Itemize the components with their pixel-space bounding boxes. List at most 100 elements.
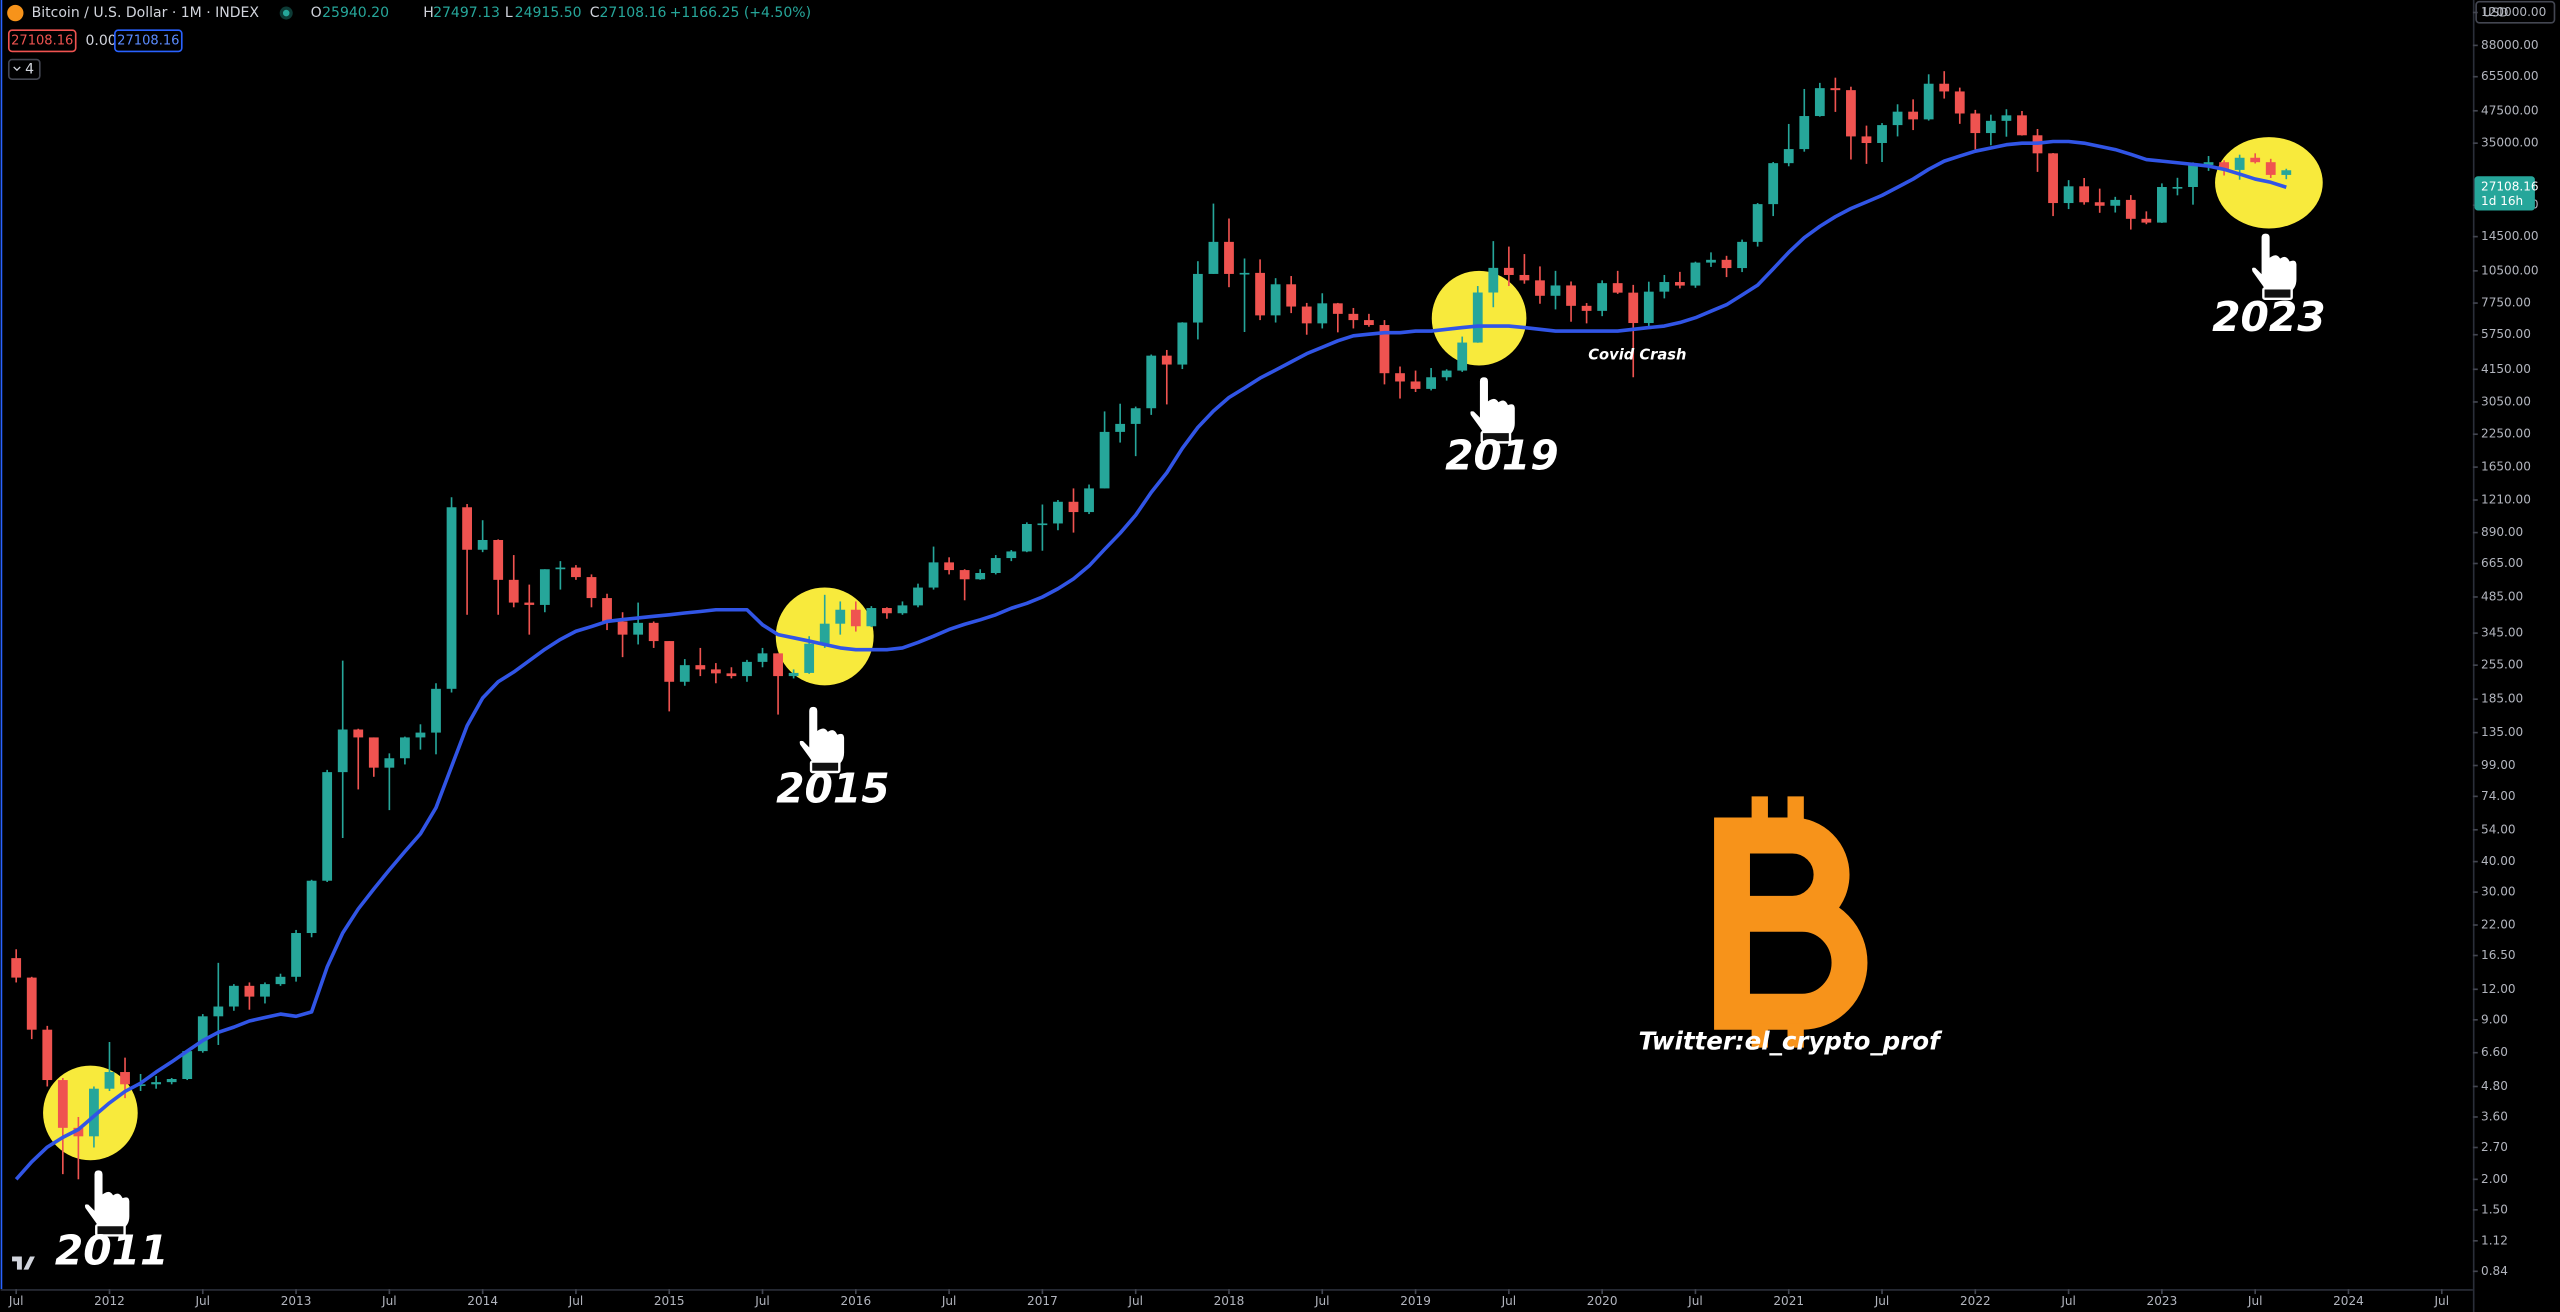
candle-body [1877,125,1887,144]
candle-body [648,622,659,642]
candle-body [1068,501,1079,513]
x-tick-label: 2016 [840,1294,871,1308]
candle-body [2157,187,2167,223]
candle-body [1535,280,1545,296]
candle-body [2094,202,2105,206]
status-dot [282,9,290,17]
indicator-box[interactable] [7,58,41,80]
x-tick-label: Jul [194,1294,210,1308]
x-tick-label: Jul [1874,1294,1890,1308]
y-tick-label: 2.00 [2481,1172,2508,1186]
y-tick-label: 9.00 [2481,1012,2508,1026]
y-tick-label: 65500.00 [2481,69,2539,83]
candle-body [944,562,955,571]
y-tick-label: 7750.00 [2481,296,2531,310]
candle-body [710,669,721,674]
ohlc-letter: C [590,5,600,21]
candle-body [1892,111,1903,126]
highlight-label: 2019 [1445,432,1559,480]
highlight-label: 2011 [55,1226,169,1274]
candle-body [1379,325,1390,374]
candle-body [2203,162,2214,165]
ohlc-value: 27497.13 [433,5,500,21]
candle-body [1923,83,1934,120]
candle-body [633,622,644,635]
y-tick-label: 16.50 [2481,948,2516,962]
price-tag-value: 27108.16 [2481,179,2539,193]
candle-body [524,602,535,605]
watermark: Twitter:el_crypto_prof [1639,1027,1944,1056]
x-tick-label: 2024 [2333,1294,2364,1308]
y-tick-label: 485.00 [2481,589,2523,603]
candle-body [1566,285,1576,306]
candle-body [2017,115,2027,136]
candle-body [1053,501,1063,524]
candle-body [1706,259,1716,263]
x-tick-label: 2020 [1587,1294,1618,1308]
candle-body [1021,524,1032,552]
y-tick-label: 47500.00 [2481,103,2539,117]
candle-body [166,1079,177,1083]
candle-body [1255,272,1265,316]
y-tick-label: 30.00 [2481,885,2516,899]
y-tick-label: 5750.00 [2481,327,2531,341]
y-tick-label: 88000.00 [2481,38,2539,52]
y-tick-label: 120000.00 [2481,5,2546,19]
candle-body [1550,285,1561,296]
candle-body [539,569,550,605]
candle-body [2079,186,2090,203]
x-tick-label: Jul [568,1294,584,1308]
candle-body [1208,241,1219,274]
change: +1166.25 (+4.50%) [670,5,811,21]
candle-body [1270,284,1281,316]
symbol-icon [7,4,24,22]
candle-body [197,1016,208,1052]
y-tick-label: 6.60 [2481,1045,2508,1059]
candle-body [1519,274,1530,281]
y-tick-label: 3.60 [2481,1109,2508,1123]
candle-body [384,758,395,768]
candle-body [1099,431,1110,489]
candle-body [1737,241,1747,269]
candle-body [1846,90,1856,137]
y-tick-label: 2.70 [2481,1140,2508,1154]
candle-body [788,672,799,677]
x-tick-label: 2018 [1214,1294,1245,1308]
candle-body [819,623,830,644]
candle-body [586,577,597,599]
x-tick-label: Jul [2060,1294,2076,1308]
x-tick-label: 2021 [1773,1294,1804,1308]
candle-body [182,1051,193,1080]
indicator-count: 4 [25,61,34,77]
candle-body [151,1082,162,1085]
y-tick-label: 665.00 [2481,556,2523,570]
x-tick-label: Jul [1687,1294,1703,1308]
tv-logo [12,1256,35,1270]
candle-body [1224,241,1234,274]
y-tick-label: 345.00 [2481,626,2523,640]
ohlc-letter: L [505,5,513,21]
candle-body [602,598,612,622]
y-tick-label: 3050.00 [2481,394,2531,408]
bitcoin-logo [1714,796,1868,1048]
candle-body [1037,523,1048,526]
x-tick-label: 2023 [2147,1294,2178,1308]
candle-body [571,567,581,578]
symbol: Bitcoin / U.S. Dollar · 1M · INDEX [32,5,260,21]
candle-body [1814,88,1825,117]
candle-body [1084,488,1094,513]
tag-value: 27108.16 [11,33,73,48]
price-tag-box [2474,176,2535,211]
y-tick-label: 185.00 [2481,692,2523,706]
candle-body [1597,283,1608,311]
y-tick-label: 74.00 [2481,789,2516,803]
candle-body [1861,136,1872,144]
x-tick-label: Jul [381,1294,397,1308]
candle-body [757,653,768,662]
y-tick-label: 1210.00 [2481,493,2531,507]
x-tick-label: 2019 [1400,1294,1431,1308]
x-tick-label: 2013 [281,1294,312,1308]
candle-body [2063,186,2074,204]
y-tick-label: 22.00 [2481,918,2516,932]
